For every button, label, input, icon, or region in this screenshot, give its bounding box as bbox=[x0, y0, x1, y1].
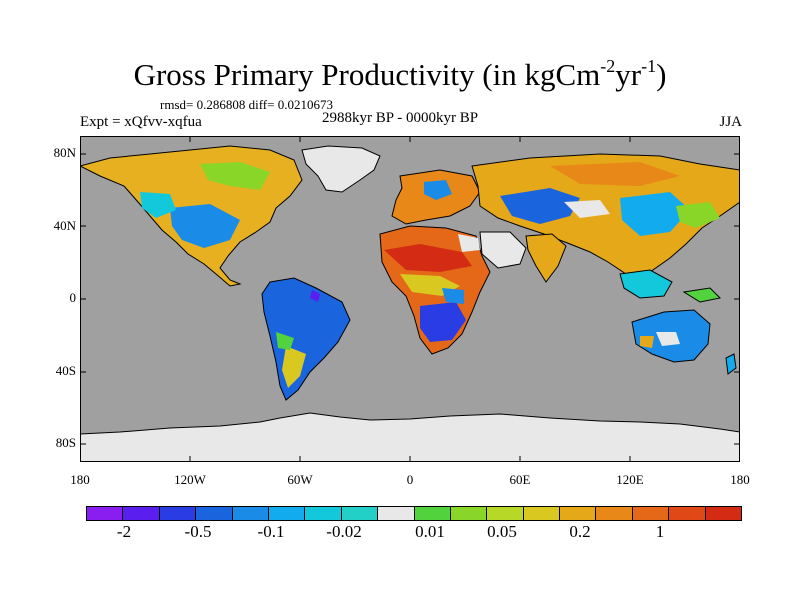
asia-blue-1 bbox=[500, 188, 580, 224]
africa-lightblue bbox=[442, 288, 464, 304]
y-label-80s: 80S bbox=[55, 435, 76, 450]
colorbar-label: -2 bbox=[116, 522, 132, 541]
colorbar-segment bbox=[669, 507, 706, 520]
north-america-lightblue bbox=[140, 192, 176, 218]
colorbar-label: 0.2 bbox=[569, 522, 591, 541]
south-america-green bbox=[276, 332, 294, 350]
north-america-green bbox=[200, 162, 270, 190]
colorbar-label: 1 bbox=[655, 522, 665, 541]
colorbar-label: -0.5 bbox=[184, 522, 212, 541]
colorbar-segment bbox=[632, 507, 670, 520]
period-label: 2988kyr BP - 0000kyr BP bbox=[322, 110, 479, 126]
southeast-asia bbox=[619, 269, 673, 299]
asia-orange bbox=[550, 162, 680, 186]
africa-white bbox=[458, 234, 480, 252]
x-label-180e: 180 bbox=[730, 472, 750, 487]
y-label-80n: 80N bbox=[53, 145, 76, 160]
europe-blue bbox=[424, 180, 452, 200]
colorbar-segment bbox=[560, 507, 597, 520]
x-label-60e: 60E bbox=[509, 472, 531, 487]
x-label-60w: 60W bbox=[287, 472, 313, 487]
x-label-0: 0 bbox=[406, 472, 414, 487]
asia-white bbox=[564, 200, 610, 218]
x-label-120e: 120E bbox=[616, 472, 644, 487]
australia-orange bbox=[640, 336, 654, 348]
colorbar-segment bbox=[450, 507, 488, 520]
colorbar-segment bbox=[123, 507, 160, 520]
antarctica bbox=[80, 412, 740, 462]
colorbar-label: 0.05 bbox=[487, 522, 517, 541]
africa-red-band bbox=[384, 244, 472, 272]
stats-text: rmsd= 0.286808 diff= 0.0210673 bbox=[160, 97, 333, 112]
colorbar-segment bbox=[159, 507, 197, 520]
new-guinea bbox=[682, 287, 722, 303]
colorbar-segment bbox=[487, 507, 524, 520]
colorbar-label: -0.1 bbox=[257, 522, 285, 541]
season-label: JJA bbox=[719, 114, 742, 130]
colorbar bbox=[86, 506, 742, 521]
greenland bbox=[301, 145, 381, 193]
colorbar-segment bbox=[268, 507, 306, 520]
x-label-180w: 180 bbox=[70, 472, 90, 487]
africa-blue-south bbox=[420, 302, 466, 342]
y-label-40s: 40S bbox=[55, 363, 76, 378]
arabia bbox=[479, 231, 527, 269]
colorbar-label: -0.02 bbox=[326, 522, 362, 541]
colorbar-segment bbox=[87, 507, 124, 520]
india bbox=[525, 233, 567, 283]
colorbar-label: 0.01 bbox=[415, 522, 445, 541]
colorbar-segment bbox=[341, 507, 379, 520]
world-map bbox=[80, 136, 740, 462]
asia-green bbox=[676, 202, 720, 228]
x-label-120w: 120W bbox=[174, 472, 206, 487]
colorbar-segment bbox=[378, 507, 415, 520]
australia-white bbox=[656, 332, 680, 346]
colorbar-segment bbox=[596, 507, 633, 520]
colorbar-segment bbox=[305, 507, 342, 520]
colorbar-segment bbox=[414, 507, 451, 520]
colorbar-segment bbox=[523, 507, 561, 520]
chart-title: Gross Primary Productivity (in kgCm-2yr-… bbox=[133, 56, 667, 92]
south-america-purple bbox=[310, 290, 320, 302]
south-america-yellow bbox=[282, 346, 306, 388]
asia-blue-2 bbox=[620, 192, 690, 236]
y-label-40n: 40N bbox=[53, 218, 76, 233]
colorbar-segment bbox=[232, 507, 269, 520]
colorbar-segment bbox=[196, 507, 233, 520]
colorbar-segment bbox=[705, 507, 742, 520]
map-border bbox=[80, 136, 740, 462]
north-america-blue bbox=[170, 204, 240, 248]
experiment-label: Expt = xQfvv-xqfua bbox=[80, 114, 202, 130]
y-label-0: 0 bbox=[69, 290, 77, 305]
new-zealand bbox=[725, 353, 737, 375]
